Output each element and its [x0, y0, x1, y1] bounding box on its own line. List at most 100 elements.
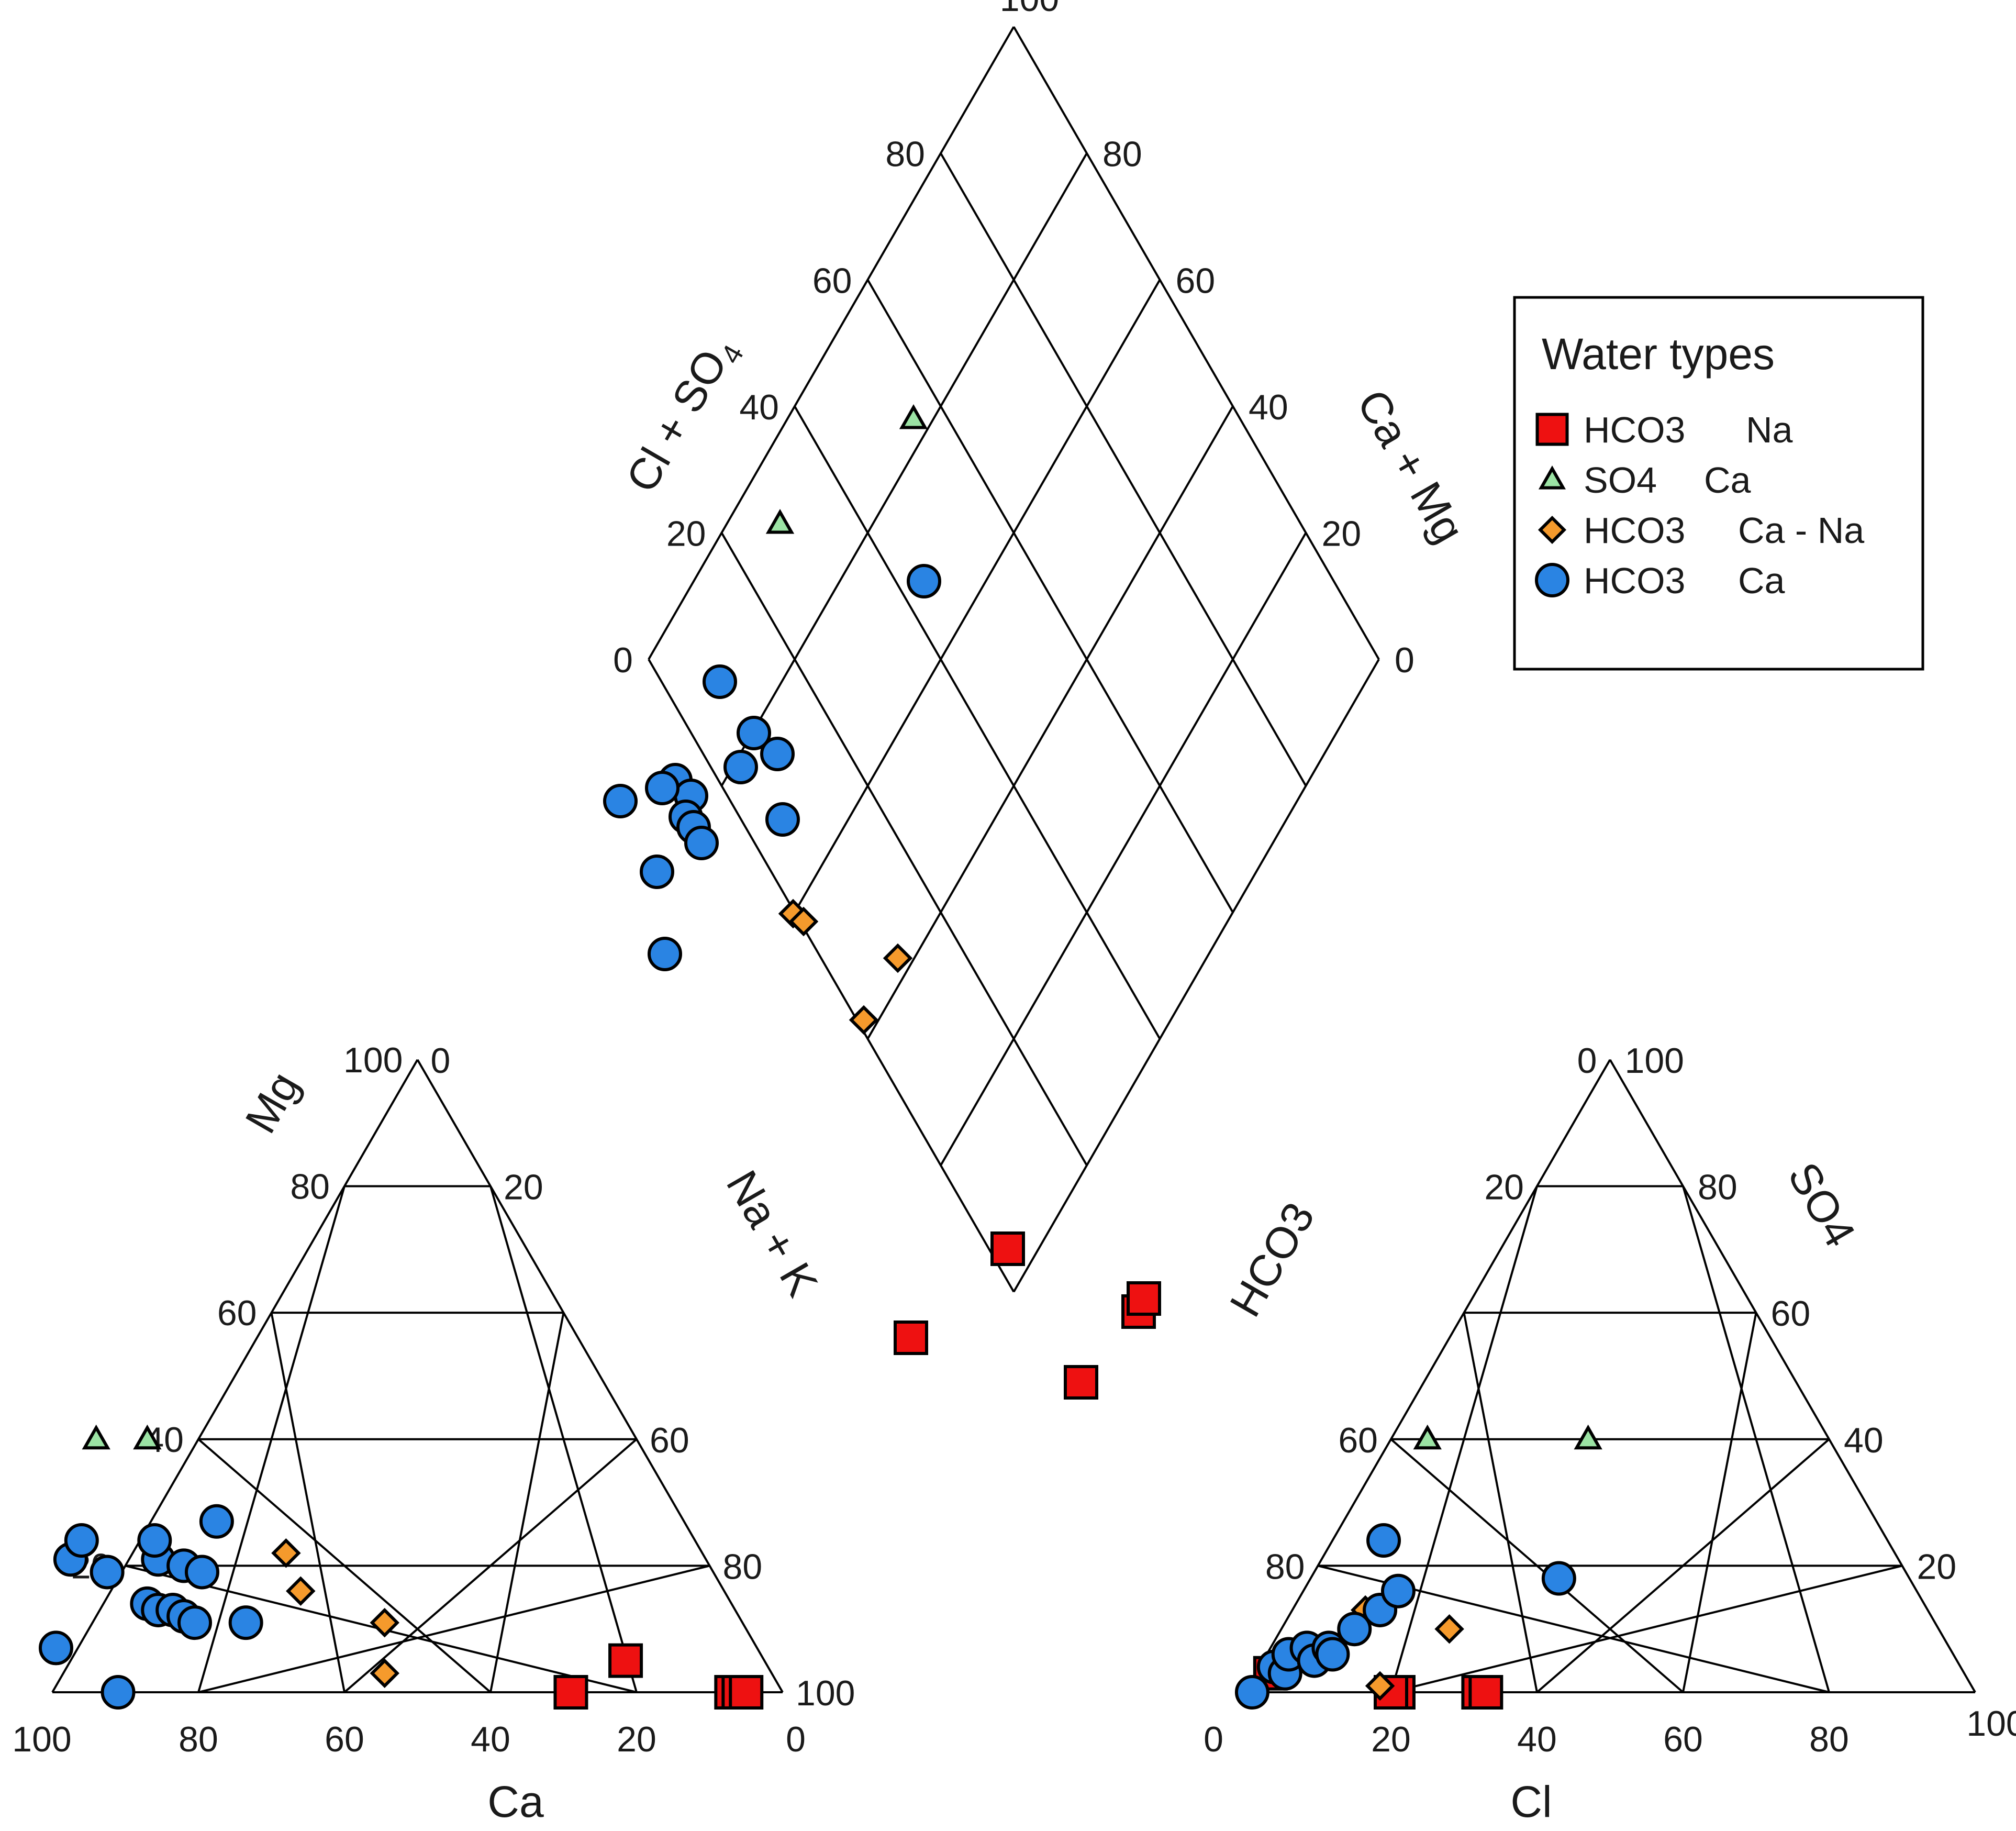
tick-diamond-left: 80	[885, 135, 925, 174]
marker-so4-ca-cation	[133, 1424, 162, 1450]
tick-cation-left: 80	[290, 1167, 330, 1207]
tick-diamond-right: 60	[1176, 261, 1216, 301]
tick-cation-bottom: 60	[325, 1719, 364, 1759]
marker-hco3-ca-na-diamond	[883, 943, 913, 973]
anion-triangle-gridline	[1536, 1438, 1830, 1693]
marker-so4-ca-diamond	[765, 508, 795, 534]
marker-hco3-ca-diamond	[760, 737, 795, 771]
marker-so4-ca-anion	[1413, 1424, 1442, 1450]
marker-hco3-ca-na-diamond	[788, 906, 819, 937]
marker-hco3-ca-anion	[1234, 1675, 1269, 1710]
cation-triangle-gridline	[489, 1185, 638, 1693]
tick-diamond-right: 20	[1322, 514, 1362, 554]
tick-diamond-left: 60	[812, 261, 852, 301]
tick-diamond-right: 40	[1249, 387, 1288, 427]
diamond-edge	[1012, 26, 1380, 660]
data-markers	[38, 404, 1602, 1710]
marker-hco3-ca-diamond	[684, 826, 719, 860]
axis-label-ca: Ca	[487, 1777, 544, 1826]
marker-hco3-ca-cation	[228, 1605, 263, 1640]
diamond-gridline	[866, 405, 1234, 1040]
legend-label-cation: Ca	[1704, 460, 1751, 501]
tick-cation-bottom: 80	[179, 1719, 218, 1759]
marker-hco3-ca-anion	[1337, 1612, 1372, 1647]
marker-hco3-ca-cation	[101, 1675, 136, 1710]
tick-labels: 100 80 60 40 20 0 20 40 60 80 100 0 20 60 80 100 0 20 40 60…	[12, 0, 2016, 1759]
diamond-gridline	[940, 152, 1307, 786]
tick-anion-bottom: 100	[1966, 1704, 2016, 1744]
tick-diamond-right: 100	[1000, 0, 1059, 19]
tick-anion-right: 80	[1698, 1168, 1737, 1207]
marker-hco3-ca-anion	[1366, 1523, 1401, 1558]
legend-label-anion: HCO3	[1584, 510, 1685, 551]
diamond-gridline	[794, 279, 1161, 913]
marker-hco3-na-anion	[1468, 1675, 1503, 1710]
legend-marker	[1538, 515, 1567, 545]
legend-label-cation: Ca	[1738, 560, 1785, 601]
axis-label-na-k: Na + K	[717, 1162, 828, 1304]
marker-hco3-na-diamond	[1064, 1365, 1098, 1400]
marker-hco3-na-diamond	[894, 1320, 928, 1355]
tick-anion-bottom: 60	[1663, 1719, 1703, 1759]
cation-triangle-gridline	[489, 1312, 565, 1693]
marker-hco3-na-cation	[729, 1675, 764, 1710]
marker-hco3-ca-na-cation	[370, 1607, 399, 1638]
tick-diamond-right: 80	[1102, 135, 1142, 174]
marker-hco3-ca-cation	[38, 1630, 73, 1666]
marker-hco3-ca-na-cation	[286, 1576, 316, 1606]
cation-triangle-edge-left	[51, 1059, 419, 1693]
diamond-edge	[1012, 659, 1380, 1293]
marker-hco3-ca-diamond	[723, 750, 758, 784]
tick-anion-right: 20	[1917, 1547, 1957, 1586]
marker-hco3-ca-diamond	[603, 784, 638, 818]
marker-so4-ca-diamond	[899, 404, 928, 429]
marker-hco3-ca-na-cation	[271, 1538, 301, 1568]
tick-anion-right: 60	[1771, 1294, 1811, 1334]
tick-diamond-right: 0	[1395, 640, 1414, 680]
marker-hco3-na-cation	[608, 1643, 643, 1678]
marker-so4-ca-cation	[82, 1424, 110, 1450]
tick-cation-bottom: 20	[617, 1719, 656, 1759]
tick-anion-left: 60	[1338, 1421, 1378, 1460]
legend-marker	[1535, 563, 1569, 597]
tick-cation-right: 80	[723, 1547, 763, 1586]
marker-hco3-na-cation	[553, 1675, 588, 1710]
legend-box	[1513, 296, 1924, 671]
marker-hco3-ca-cation	[137, 1523, 172, 1558]
diamond-gridline	[794, 405, 1161, 1040]
tick-cation-left: 60	[217, 1293, 257, 1333]
tick-cation-bottom: 100	[12, 1719, 71, 1759]
anion-triangle-edge-left	[1244, 1059, 1611, 1693]
cation-triangle-gridline	[197, 1438, 492, 1693]
diamond-edge	[648, 659, 1015, 1293]
legend-marker	[1538, 465, 1566, 490]
marker-hco3-ca-diamond	[640, 855, 674, 889]
diamond-gridline	[940, 532, 1307, 1166]
anion-triangle-gridline	[1390, 1438, 1684, 1693]
tick-anion-bottom: 0	[1204, 1719, 1223, 1759]
legend-label-cation: Ca - Na	[1738, 510, 1864, 551]
tick-cation-right: 0	[431, 1041, 451, 1081]
diamond-gridline	[720, 152, 1088, 786]
tick-anion-left: 20	[1484, 1168, 1524, 1207]
axis-label-ca-mg: Ca + Mg	[1347, 382, 1474, 551]
marker-hco3-na-diamond	[990, 1231, 1025, 1266]
tick-diamond-left: 20	[666, 514, 706, 554]
tick-cation-right: 60	[650, 1421, 689, 1460]
diagram-grid	[51, 26, 1976, 1693]
marker-hco3-ca-cation	[184, 1555, 219, 1590]
anion-triangle-gridline	[1390, 1564, 1902, 1693]
tick-diamond-left: 0	[613, 640, 633, 680]
diamond-gridline	[720, 532, 1088, 1166]
marker-hco3-ca-cation	[90, 1555, 125, 1590]
marker-hco3-ca-na-diamond	[849, 1005, 879, 1035]
marker-hco3-ca-na-anion	[1365, 1671, 1395, 1701]
marker-hco3-ca-cation	[199, 1504, 234, 1539]
marker-hco3-ca-na-anion	[1434, 1614, 1464, 1644]
diamond-edge	[648, 26, 1015, 660]
tick-cation-right: 100	[796, 1673, 855, 1713]
anion-triangle-edge-right	[1609, 1059, 1976, 1693]
diamond-gridline	[866, 279, 1234, 913]
tick-cation-bottom: 40	[471, 1719, 510, 1759]
